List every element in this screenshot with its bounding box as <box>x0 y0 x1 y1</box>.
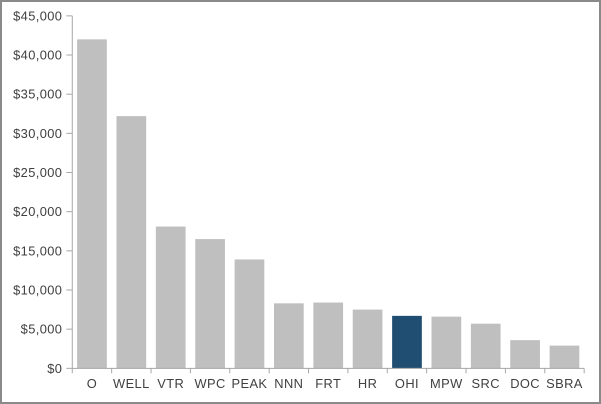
x-tick-label-vtr: VTR <box>157 376 184 391</box>
x-tick-label-hr: HR <box>358 376 377 391</box>
y-tick-label: $0 <box>47 361 62 376</box>
y-tick-label: $20,000 <box>13 204 62 219</box>
bar-frt <box>313 302 344 369</box>
y-tick-label: $10,000 <box>13 282 62 297</box>
x-tick-label-well: WELL <box>113 376 150 391</box>
y-tick-label: $15,000 <box>13 243 62 258</box>
x-tick-label-doc: DOC <box>510 376 540 391</box>
bar-well <box>116 116 147 369</box>
bar-o <box>77 39 107 369</box>
y-tick-label: $25,000 <box>13 165 62 180</box>
bar-mpw <box>431 316 462 369</box>
bar-vtr <box>155 226 186 369</box>
bar-hr <box>352 309 383 369</box>
bar-ohi <box>392 315 422 369</box>
y-tick-label: $30,000 <box>13 126 62 141</box>
bar-wpc <box>195 239 225 369</box>
bar-sbra <box>549 345 580 369</box>
x-tick-label-wpc: WPC <box>194 376 225 391</box>
bar-peak <box>234 259 265 369</box>
bar-nnn <box>273 303 304 369</box>
x-tick-label-sbra: SBRA <box>546 376 583 391</box>
x-tick-label-ohi: OHI <box>395 376 419 391</box>
y-tick-label: $35,000 <box>13 87 62 102</box>
x-tick-label-nnn: NNN <box>274 376 303 391</box>
y-tick-label: $40,000 <box>13 47 62 62</box>
x-tick-label-peak: PEAK <box>232 376 268 391</box>
x-tick-label-mpw: MPW <box>430 376 463 391</box>
y-tick-label: $5,000 <box>21 322 63 337</box>
x-tick-label-src: SRC <box>472 376 500 391</box>
y-tick-label: $45,000 <box>13 8 62 23</box>
x-tick-label-frt: FRT <box>315 376 341 391</box>
bar-src <box>470 323 501 369</box>
x-tick-label-o: O <box>87 376 97 391</box>
bar-doc <box>510 340 540 369</box>
